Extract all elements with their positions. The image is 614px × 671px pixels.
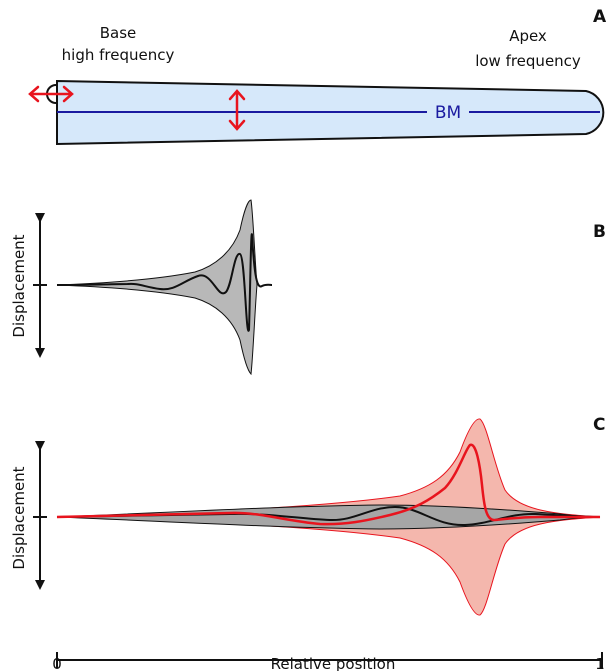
panel-c-traveling-wave: Displacement bbox=[10, 418, 601, 616]
position-axis: 0 1 Relative position bbox=[52, 652, 605, 671]
panel-b-traveling-wave: Displacement bbox=[10, 199, 273, 376]
base-sublabel: high frequency bbox=[62, 46, 175, 64]
apex-sublabel: low frequency bbox=[475, 52, 581, 70]
vibration-arrow-icon bbox=[228, 89, 246, 131]
c-red-wave bbox=[56, 443, 600, 526]
b-ylabel: Displacement bbox=[10, 234, 28, 337]
panel-label-a: A bbox=[593, 7, 607, 27]
basilar-membrane-label: BM bbox=[435, 103, 461, 123]
b-wave-line bbox=[56, 233, 273, 332]
position-axis-label: Relative position bbox=[271, 655, 396, 671]
panel-label-b: B bbox=[593, 222, 606, 242]
base-label: Base bbox=[100, 24, 137, 42]
position-axis-start-label: 0 bbox=[52, 655, 62, 671]
panel-a-cochlea: Base high frequency Apex low frequency B… bbox=[28, 24, 605, 146]
b-wave-envelope bbox=[56, 199, 258, 376]
position-axis-end-label: 1 bbox=[595, 655, 605, 671]
stimulus-arrow-icon bbox=[28, 85, 74, 103]
c-ylabel: Displacement bbox=[10, 466, 28, 569]
apex-label: Apex bbox=[509, 27, 547, 45]
panel-label-c: C bbox=[593, 415, 605, 435]
